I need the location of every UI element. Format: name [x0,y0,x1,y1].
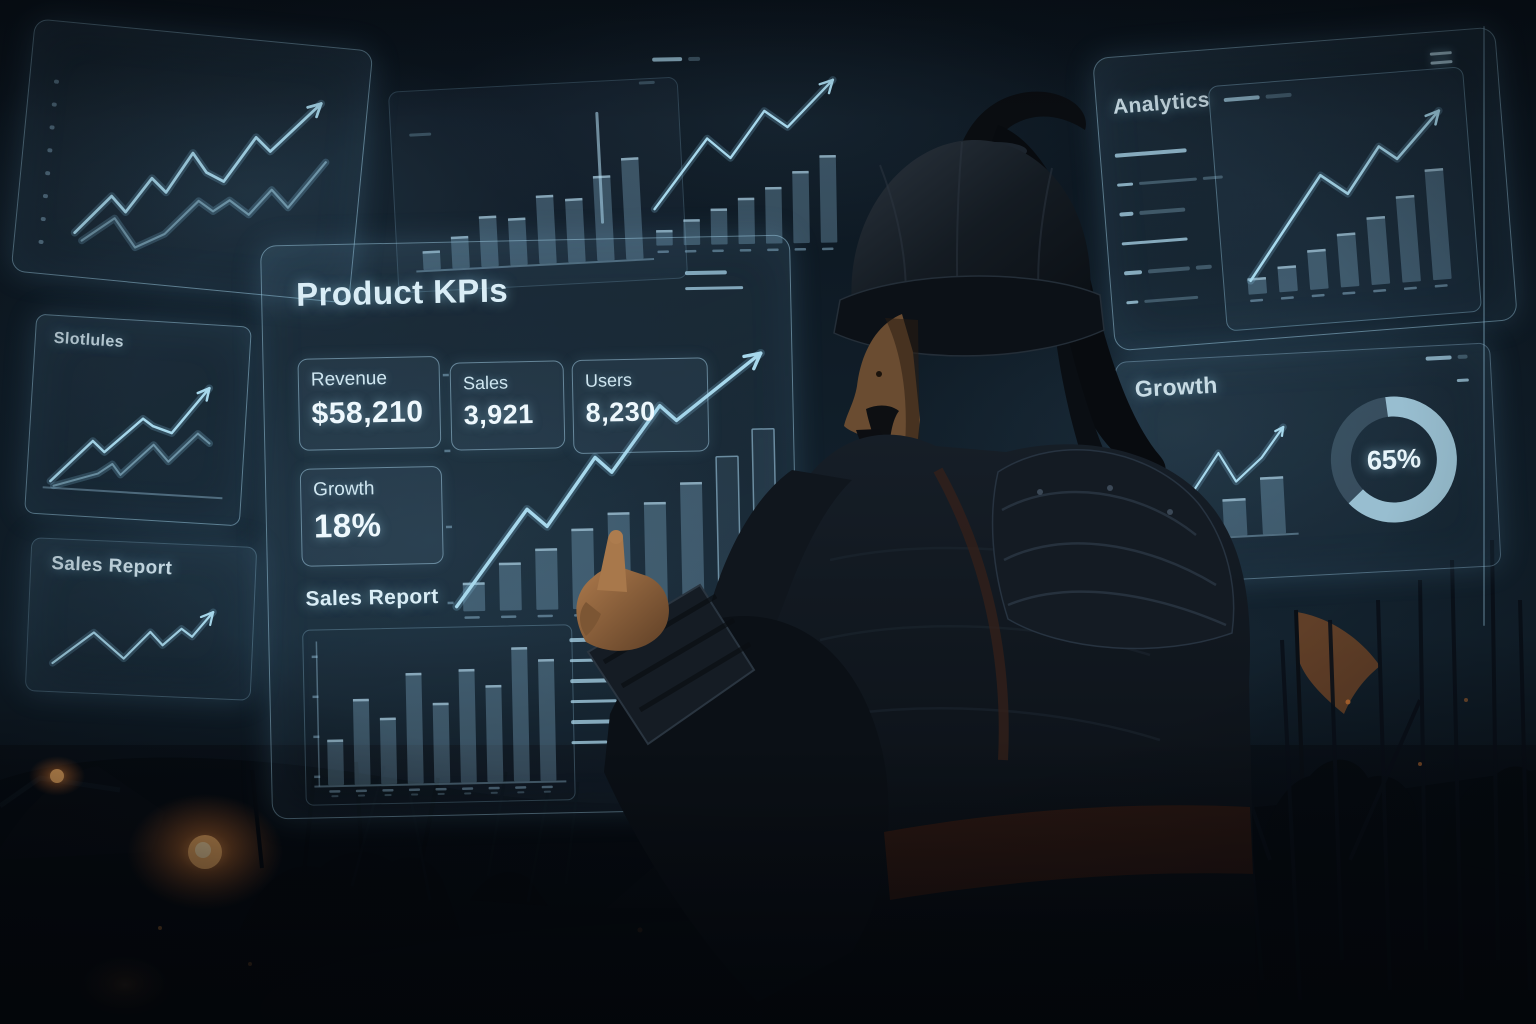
scene: Slotlules Sales Report Product KPIs Reve… [0,0,1536,1024]
warrior-silhouette [576,139,1257,1024]
